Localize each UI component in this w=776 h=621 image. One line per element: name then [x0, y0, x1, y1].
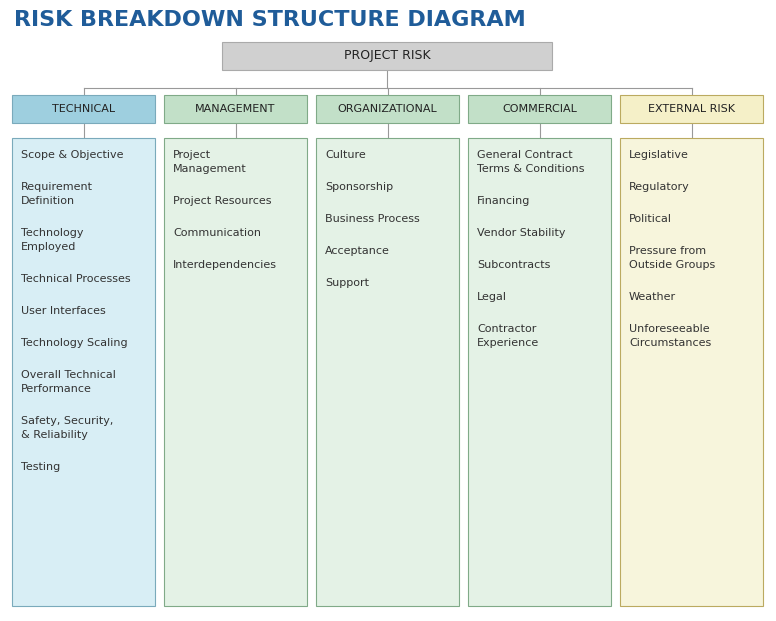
Text: Project Resources: Project Resources — [173, 196, 272, 206]
Text: Contractor: Contractor — [477, 324, 536, 334]
Text: Management: Management — [173, 164, 247, 174]
Text: Circumstances: Circumstances — [629, 338, 712, 348]
Text: Testing: Testing — [21, 462, 61, 472]
Text: & Reliability: & Reliability — [21, 430, 88, 440]
FancyBboxPatch shape — [12, 95, 155, 123]
Text: Technology: Technology — [21, 228, 84, 238]
Text: Business Process: Business Process — [325, 214, 420, 224]
Text: Political: Political — [629, 214, 672, 224]
Text: Outside Groups: Outside Groups — [629, 260, 715, 270]
Text: Regulatory: Regulatory — [629, 182, 690, 192]
Text: Communication: Communication — [173, 228, 261, 238]
Text: Technical Processes: Technical Processes — [21, 274, 130, 284]
Text: Financing: Financing — [477, 196, 530, 206]
Text: Requirement: Requirement — [21, 182, 93, 192]
FancyBboxPatch shape — [620, 95, 763, 123]
Text: Interdependencies: Interdependencies — [173, 260, 277, 270]
Text: COMMERCIAL: COMMERCIAL — [502, 104, 577, 114]
Text: Sponsorship: Sponsorship — [325, 182, 393, 192]
Text: Project: Project — [173, 150, 211, 160]
Text: Vendor Stability: Vendor Stability — [477, 228, 566, 238]
Text: Scope & Objective: Scope & Objective — [21, 150, 123, 160]
FancyBboxPatch shape — [164, 138, 307, 606]
Text: Subcontracts: Subcontracts — [477, 260, 550, 270]
FancyBboxPatch shape — [164, 95, 307, 123]
FancyBboxPatch shape — [316, 138, 459, 606]
Text: Weather: Weather — [629, 292, 676, 302]
Text: Safety, Security,: Safety, Security, — [21, 416, 113, 426]
Text: PROJECT RISK: PROJECT RISK — [344, 50, 431, 63]
Text: Technology Scaling: Technology Scaling — [21, 338, 127, 348]
Text: RISK BREAKDOWN STRUCTURE DIAGRAM: RISK BREAKDOWN STRUCTURE DIAGRAM — [14, 10, 526, 30]
FancyBboxPatch shape — [222, 42, 552, 70]
Text: User Interfaces: User Interfaces — [21, 306, 106, 316]
FancyBboxPatch shape — [316, 95, 459, 123]
Text: Overall Technical: Overall Technical — [21, 370, 116, 380]
FancyBboxPatch shape — [468, 138, 611, 606]
FancyBboxPatch shape — [620, 138, 763, 606]
Text: Unforeseeable: Unforeseeable — [629, 324, 709, 334]
Text: Pressure from: Pressure from — [629, 246, 706, 256]
Text: MANAGEMENT: MANAGEMENT — [196, 104, 275, 114]
FancyBboxPatch shape — [12, 138, 155, 606]
Text: Performance: Performance — [21, 384, 92, 394]
Text: Terms & Conditions: Terms & Conditions — [477, 164, 584, 174]
Text: General Contract: General Contract — [477, 150, 573, 160]
Text: Experience: Experience — [477, 338, 539, 348]
Text: Support: Support — [325, 278, 369, 288]
FancyBboxPatch shape — [468, 95, 611, 123]
Text: Employed: Employed — [21, 242, 76, 252]
Text: EXTERNAL RISK: EXTERNAL RISK — [648, 104, 735, 114]
Text: ORGANIZATIONAL: ORGANIZATIONAL — [338, 104, 438, 114]
Text: Acceptance: Acceptance — [325, 246, 390, 256]
Text: Definition: Definition — [21, 196, 75, 206]
Text: Culture: Culture — [325, 150, 365, 160]
Text: TECHNICAL: TECHNICAL — [52, 104, 115, 114]
Text: Legislative: Legislative — [629, 150, 689, 160]
Text: Legal: Legal — [477, 292, 507, 302]
